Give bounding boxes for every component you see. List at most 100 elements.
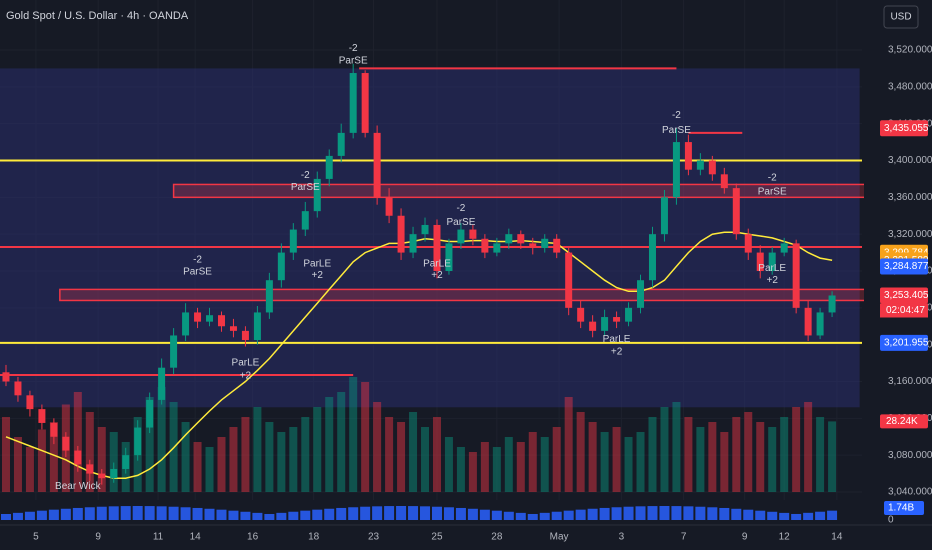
volume-bar	[337, 392, 346, 492]
x-tick-label: 7	[681, 532, 687, 543]
indicator-bar	[803, 512, 814, 520]
candle-body	[182, 312, 190, 336]
volume-bar	[516, 442, 525, 492]
annotation: ParLE	[423, 258, 451, 269]
currency[interactable]: USD	[890, 12, 911, 23]
candle-body	[337, 132, 345, 156]
indicator-bar	[336, 507, 347, 520]
volume-bar	[409, 412, 418, 492]
candle-body	[469, 229, 477, 239]
candle-body	[613, 317, 621, 322]
annotation: -2	[349, 43, 358, 54]
x-tick-label: 14	[190, 532, 202, 543]
candle-body	[110, 468, 118, 479]
candle-body	[373, 132, 381, 198]
indicator-bar	[635, 506, 646, 520]
candle-body	[62, 436, 70, 451]
annotation: -2	[672, 110, 681, 121]
indicator-bar	[527, 513, 538, 520]
indicator-bar	[408, 506, 419, 520]
candle-body	[325, 155, 333, 179]
indicator-strip	[0, 506, 838, 520]
candle-body	[732, 188, 740, 235]
indicator-label: 1.74B	[888, 503, 914, 514]
indicator-bar	[539, 512, 550, 520]
price-tag-label: 3,284.877	[884, 261, 929, 272]
indicator-bar	[192, 507, 203, 520]
candle-body	[146, 399, 154, 428]
candle-body	[217, 315, 225, 327]
indicator-bar	[683, 506, 694, 520]
indicator-tag	[884, 501, 924, 515]
volume-bar	[504, 437, 513, 492]
volume-bar	[468, 452, 477, 492]
volume-bar	[684, 417, 693, 492]
candle-body	[50, 422, 58, 437]
countdown-tag	[880, 303, 928, 318]
indicator-bar	[72, 507, 83, 520]
candle-body	[241, 330, 249, 341]
volume-tag	[880, 414, 928, 429]
currency-box[interactable]	[883, 5, 919, 29]
indicator-bar	[503, 511, 514, 520]
indicator-bar	[168, 506, 179, 520]
volume-bar	[145, 397, 154, 492]
volume-bar	[492, 447, 501, 492]
indicator-bar	[587, 508, 598, 520]
volume-bar	[193, 442, 202, 492]
indicator-bar	[827, 510, 838, 520]
y-tick-label: 3,400.000	[888, 155, 932, 166]
candle-body	[170, 335, 178, 368]
annotation: ParLE	[232, 358, 260, 369]
annotation: -2	[456, 203, 465, 214]
candle-body	[385, 197, 393, 216]
x-tick-label: 14	[831, 532, 843, 543]
price-tag	[880, 334, 928, 351]
indicator-bar	[132, 506, 143, 520]
annotation: -2	[301, 170, 310, 181]
indicator-bar	[324, 508, 335, 520]
indicator-bar	[420, 506, 431, 520]
volume-bar	[385, 417, 394, 492]
volume-bar	[828, 421, 837, 492]
volume-bar	[217, 437, 226, 492]
volume-pane	[1, 377, 837, 492]
volume-bar	[576, 412, 585, 492]
indicator-bar	[563, 510, 574, 520]
candle-body	[421, 224, 429, 235]
volume-bar	[373, 402, 382, 492]
x-tick-label: May	[550, 532, 569, 543]
x-tick-label: 3	[619, 532, 625, 543]
volume-bar	[480, 442, 489, 492]
volume-bar	[313, 407, 322, 492]
candle-body	[660, 197, 668, 235]
indicator-bar	[60, 508, 71, 520]
candle-body	[529, 243, 537, 248]
volume-bar	[732, 417, 741, 492]
annotation: -2	[193, 255, 202, 266]
indicator-bar	[743, 509, 754, 520]
indicator-bar	[300, 510, 311, 520]
volume-bar	[588, 422, 597, 492]
zone	[59, 288, 869, 302]
volume-bar	[1, 417, 10, 492]
annotation: ParSE	[339, 56, 368, 67]
volume-bar	[325, 397, 334, 492]
candle-body	[493, 243, 501, 253]
volume-bar	[648, 417, 657, 492]
indicator-bar	[396, 506, 407, 520]
annotation: +2	[767, 275, 779, 286]
indicator-bar	[455, 507, 466, 520]
y-tick-label: 3,480.000	[888, 81, 932, 92]
volume-bar	[792, 407, 801, 492]
volume-bar	[636, 432, 645, 492]
candle-body	[122, 455, 130, 469]
volume-bar	[720, 432, 729, 492]
volume-bar	[528, 432, 537, 492]
price-tag	[880, 258, 928, 275]
candle-body	[720, 174, 728, 189]
indicator-bar	[611, 507, 622, 520]
x-tick-label: 23	[368, 532, 380, 543]
annotations: -2ParSE-2ParSE-2ParSE-2ParSE-2ParSE-2Par…	[55, 43, 787, 492]
candle-body	[517, 234, 525, 244]
